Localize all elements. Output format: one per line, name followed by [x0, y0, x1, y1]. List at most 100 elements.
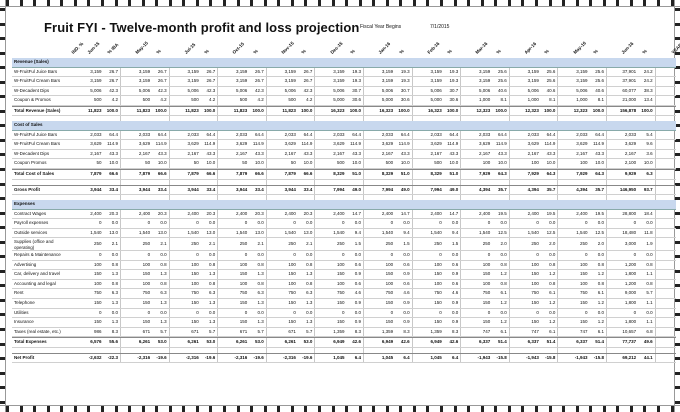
value-cell: 150	[239, 271, 248, 277]
value-cell: 6,261	[284, 339, 296, 345]
value-cell: 6,949	[430, 339, 442, 345]
ruler-marks-left	[0, 8, 5, 404]
percent-cell: -19.6	[302, 354, 313, 360]
value-cell: 100	[191, 280, 199, 286]
value-cell: 2,033	[284, 131, 296, 137]
value-cell: 747	[482, 328, 491, 334]
percent-cell: 14.7	[352, 210, 361, 216]
value-cell: 100	[288, 280, 296, 286]
ruler-tick	[675, 138, 680, 142]
ruler-marks-bottom	[6, 406, 674, 412]
ruler-tick	[453, 406, 457, 412]
value-cell: 8,329	[381, 171, 394, 177]
value-cell: 3,629	[430, 141, 442, 147]
percent-cell: 0.0	[549, 309, 556, 315]
percent-cell: 100.0	[495, 107, 507, 113]
percent-cell: 25.6	[546, 68, 556, 74]
value-cell: 150	[191, 300, 199, 306]
value-cell: 2,033	[430, 131, 442, 137]
value-cell: 0	[390, 252, 394, 258]
percent-cell: 26.7	[303, 68, 313, 74]
ruler-tick	[0, 357, 5, 361]
value-cell: 0	[293, 220, 296, 226]
ruler-tick	[33, 406, 37, 412]
percent-cell: 43.3	[400, 150, 410, 156]
percent-cell: 0.0	[451, 252, 459, 258]
value-cell: 6,337	[527, 339, 539, 345]
ruler-tick	[521, 406, 525, 412]
ruler-tick	[141, 0, 145, 6]
percent-cell: 0.8	[646, 280, 653, 286]
column-header: %	[252, 48, 259, 55]
ruler-tick	[6, 0, 9, 6]
value-cell: 28,800	[622, 210, 637, 216]
percent-cell: 49.0	[449, 186, 459, 192]
percent-cell: 2.1	[111, 241, 118, 247]
percent-cell: 0.8	[160, 280, 167, 286]
value-cell: 2,167	[236, 150, 248, 156]
percent-cell: 9.4	[403, 229, 410, 235]
value-cell: 21,000	[622, 97, 637, 103]
percent-cell: 4.2	[160, 97, 167, 103]
percent-cell: 6.3	[646, 171, 653, 177]
percent-cell: 42.6	[449, 339, 459, 345]
percent-cell: 0.0	[257, 220, 264, 226]
value-cell: 0	[293, 252, 296, 258]
percent-cell: 25.6	[498, 78, 507, 84]
percent-cell: 10.0	[255, 160, 264, 166]
value-cell: 16,323	[330, 107, 345, 113]
percent-cell: 19.3	[352, 68, 361, 74]
value-cell: 250	[239, 241, 248, 247]
value-cell: -2,316	[137, 354, 151, 360]
ruler-tick	[182, 406, 186, 412]
value-cell: 150	[142, 271, 151, 277]
value-cell: 0	[147, 220, 151, 226]
value-cell: 2,167	[576, 150, 588, 156]
value-cell: 100	[142, 280, 151, 286]
value-cell: 150	[482, 271, 491, 277]
ruler-tick	[0, 269, 5, 273]
value-cell: 3,159	[236, 78, 248, 84]
percent-cell: 19.5	[595, 210, 604, 216]
ruler-tick	[399, 0, 403, 6]
percent-cell: 64.3	[595, 171, 604, 177]
ruler-tick	[412, 406, 416, 412]
column-header: %	[641, 48, 648, 55]
value-cell: 750	[142, 290, 151, 296]
value-cell: 250	[191, 241, 199, 247]
value-cell: 3,629	[527, 141, 539, 147]
value-cell: 5,000	[430, 97, 442, 103]
row-label: Coupon & Promos	[14, 97, 51, 103]
ruler-tick	[467, 406, 471, 412]
percent-cell: 1.3	[306, 319, 313, 325]
ruler-tick	[141, 406, 145, 412]
percent-cell: 24.2	[643, 68, 653, 74]
percent-cell: 0.9	[451, 271, 459, 277]
percent-cell: 43.3	[352, 150, 361, 156]
ruler-tick	[643, 0, 647, 6]
ruler-tick	[155, 0, 159, 6]
value-cell: 0	[487, 252, 491, 258]
value-cell: 1,045	[333, 354, 345, 360]
value-cell: 3,159	[576, 78, 588, 84]
ruler-tick	[657, 0, 660, 6]
row-label: Car, delivery and travel	[14, 271, 61, 277]
percent-cell: 6.4	[354, 354, 361, 360]
percent-cell: 0.8	[160, 261, 167, 267]
column-header: %	[155, 48, 162, 55]
row-label: Total Cost of Sales	[14, 171, 55, 177]
percent-cell: 1.2	[549, 319, 556, 325]
table-row: Insurance 150 1.3 150 1.3 150 1.3 150 1.3 150 1.3 1…	[12, 318, 676, 328]
value-cell: 5,006	[284, 87, 296, 93]
table-row: Supplies (office and operating) 250 2.1 250…	[12, 238, 676, 252]
table-row: Accounting and legal 100 0.8 100 0.8 100 0.8 10…	[12, 280, 676, 290]
value-cell: 2,400	[284, 210, 296, 216]
percent-cell: 2.1	[208, 241, 216, 247]
ruler-tick	[277, 406, 281, 412]
value-cell: 0	[98, 220, 102, 226]
ruler-tick	[223, 0, 226, 6]
percent-cell: 0.0	[354, 220, 361, 226]
ruler-tick	[0, 211, 5, 215]
percent-cell: 100.0	[446, 107, 459, 113]
value-cell: 100	[336, 280, 345, 286]
